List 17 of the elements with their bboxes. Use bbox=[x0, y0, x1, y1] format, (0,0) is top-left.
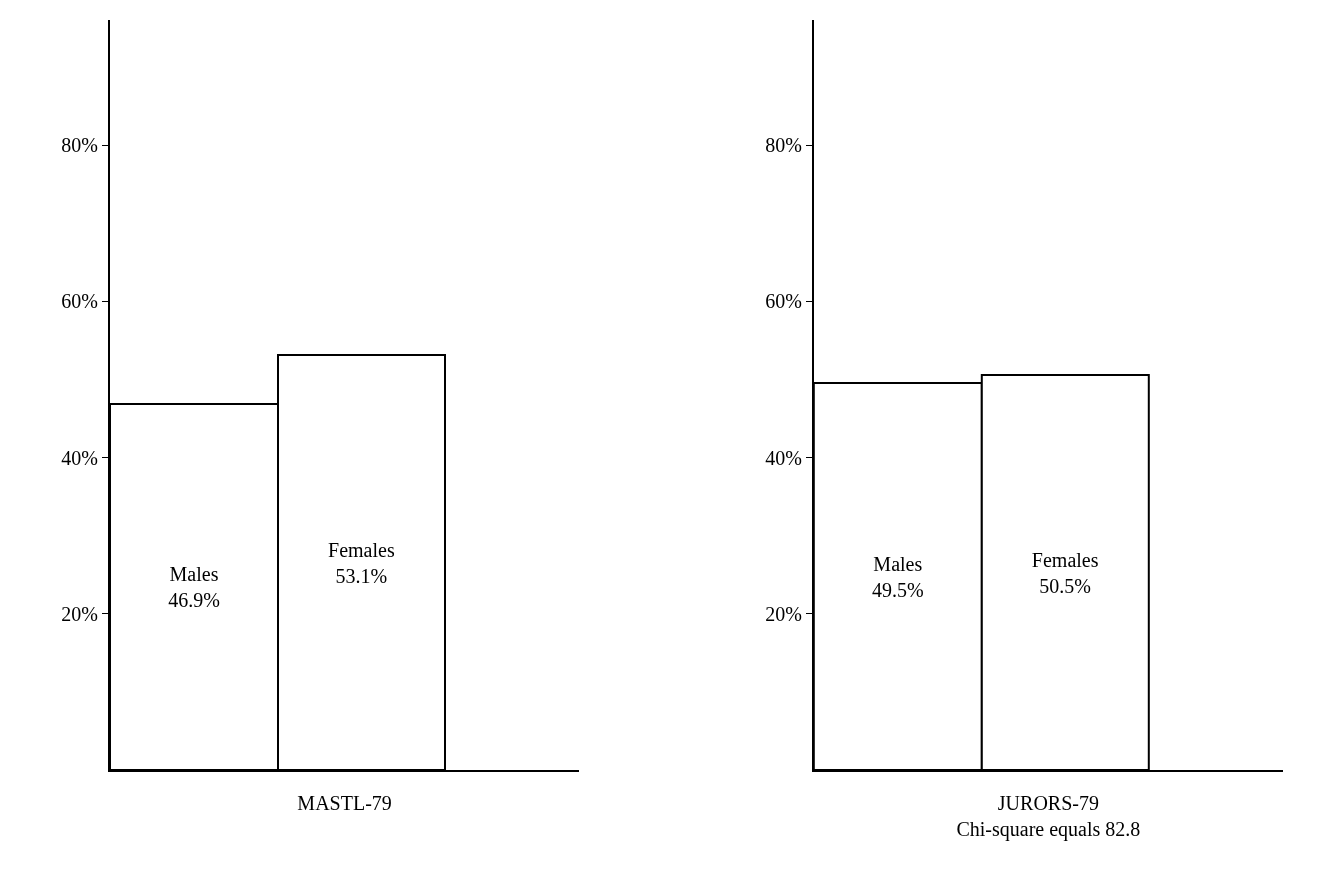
category-label: Males bbox=[873, 552, 923, 575]
y-tick-label: 20% bbox=[61, 602, 98, 625]
x-axis-title: MASTL-79 bbox=[297, 792, 392, 814]
text: Chi-square equals 82.8 bbox=[956, 818, 1141, 841]
y-tick-label: 60% bbox=[765, 290, 802, 313]
y-tick-label: 40% bbox=[61, 446, 98, 469]
y-tick-label: 60% bbox=[61, 290, 98, 313]
x-axis-title: JURORS-79 bbox=[997, 792, 1099, 814]
data-label: 46.9% bbox=[168, 589, 220, 611]
data-label: 49.5% bbox=[871, 578, 924, 601]
y-tick-label: 20% bbox=[765, 602, 802, 625]
y-tick-label: 80% bbox=[61, 134, 98, 156]
y-tick-label: 40% bbox=[765, 446, 802, 469]
data-label: 50.5% bbox=[1039, 574, 1092, 597]
data-label: 53.1% bbox=[335, 564, 388, 587]
y-tick-label: 80% bbox=[765, 134, 802, 156]
category-label: Females bbox=[1031, 548, 1099, 571]
